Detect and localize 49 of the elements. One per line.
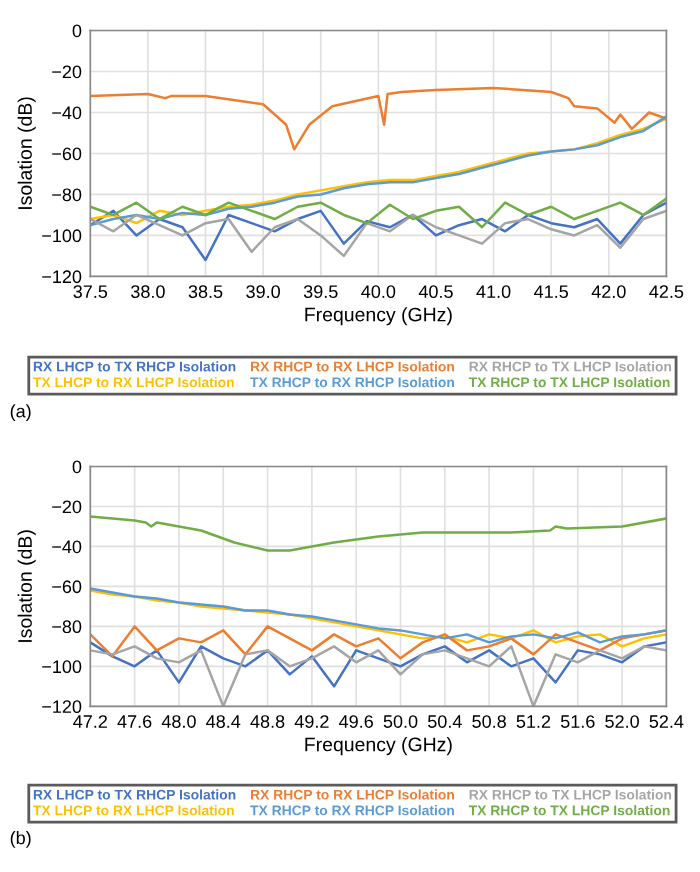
- x-tick-label: 47.6: [117, 715, 152, 728]
- x-tick-label: 48.8: [250, 715, 285, 728]
- line-series: [90, 197, 667, 229]
- x-tick-label: 50.4: [427, 715, 462, 728]
- y-tick-label: −100: [42, 229, 82, 243]
- x-tick-label: 49.6: [339, 715, 373, 728]
- x-tick-label: 52.4: [649, 715, 684, 728]
- y-axis-title: Isolation (dB): [17, 97, 36, 209]
- text: (a): [10, 404, 31, 422]
- y-tick-label: −80: [52, 620, 82, 634]
- y-tick-label: −120: [42, 270, 82, 284]
- y-tick-label: −100: [42, 660, 82, 674]
- x-tick-label: 48.4: [206, 715, 241, 728]
- x-tick-label: 39.5: [303, 285, 338, 299]
- y-tick-label: −60: [52, 147, 82, 161]
- x-tick-label: 48.0: [161, 715, 196, 728]
- x-tick-label: 38.0: [131, 285, 165, 299]
- x-tick-label: 40.0: [361, 285, 396, 299]
- line-series: [90, 86, 667, 151]
- y-tick-label: −40: [52, 540, 82, 554]
- y-tick-label: −40: [52, 106, 82, 120]
- x-axis-title: Frequency (GHz): [305, 307, 452, 326]
- y-tick-label: 0: [72, 24, 82, 38]
- x-axis-title: Frequency (GHz): [305, 737, 452, 756]
- y-tick-label: −20: [52, 500, 82, 514]
- y-tick-label: 0: [72, 460, 82, 474]
- x-tick-label: 50.8: [472, 715, 506, 728]
- y-tick-label: −60: [52, 580, 82, 594]
- line-series: [90, 641, 667, 688]
- y-axis-title: Isolation (dB): [17, 530, 36, 642]
- x-tick-label: 38.5: [188, 285, 223, 299]
- x-tick-label: 37.5: [73, 285, 108, 299]
- x-tick-label: 52.0: [605, 715, 639, 728]
- x-tick-label: 41.0: [476, 285, 511, 299]
- x-tick-label: 41.5: [534, 285, 568, 299]
- x-tick-label: 42.5: [649, 285, 684, 299]
- y-tick-label: −80: [52, 188, 82, 202]
- x-tick-label: 51.2: [516, 715, 551, 728]
- x-tick-label: 47.2: [73, 715, 107, 728]
- line-series: [90, 515, 667, 552]
- y-tick-label: −120: [42, 700, 82, 714]
- x-tick-label: 51.6: [560, 715, 595, 728]
- x-tick-label: 49.2: [294, 715, 329, 728]
- x-tick-label: 40.5: [418, 285, 453, 299]
- x-tick-label: 42.0: [591, 285, 626, 299]
- y-tick-label: −20: [52, 65, 82, 79]
- x-tick-label: 50.0: [383, 715, 418, 728]
- text: (b): [10, 831, 31, 848]
- x-tick-label: 39.0: [246, 285, 280, 299]
